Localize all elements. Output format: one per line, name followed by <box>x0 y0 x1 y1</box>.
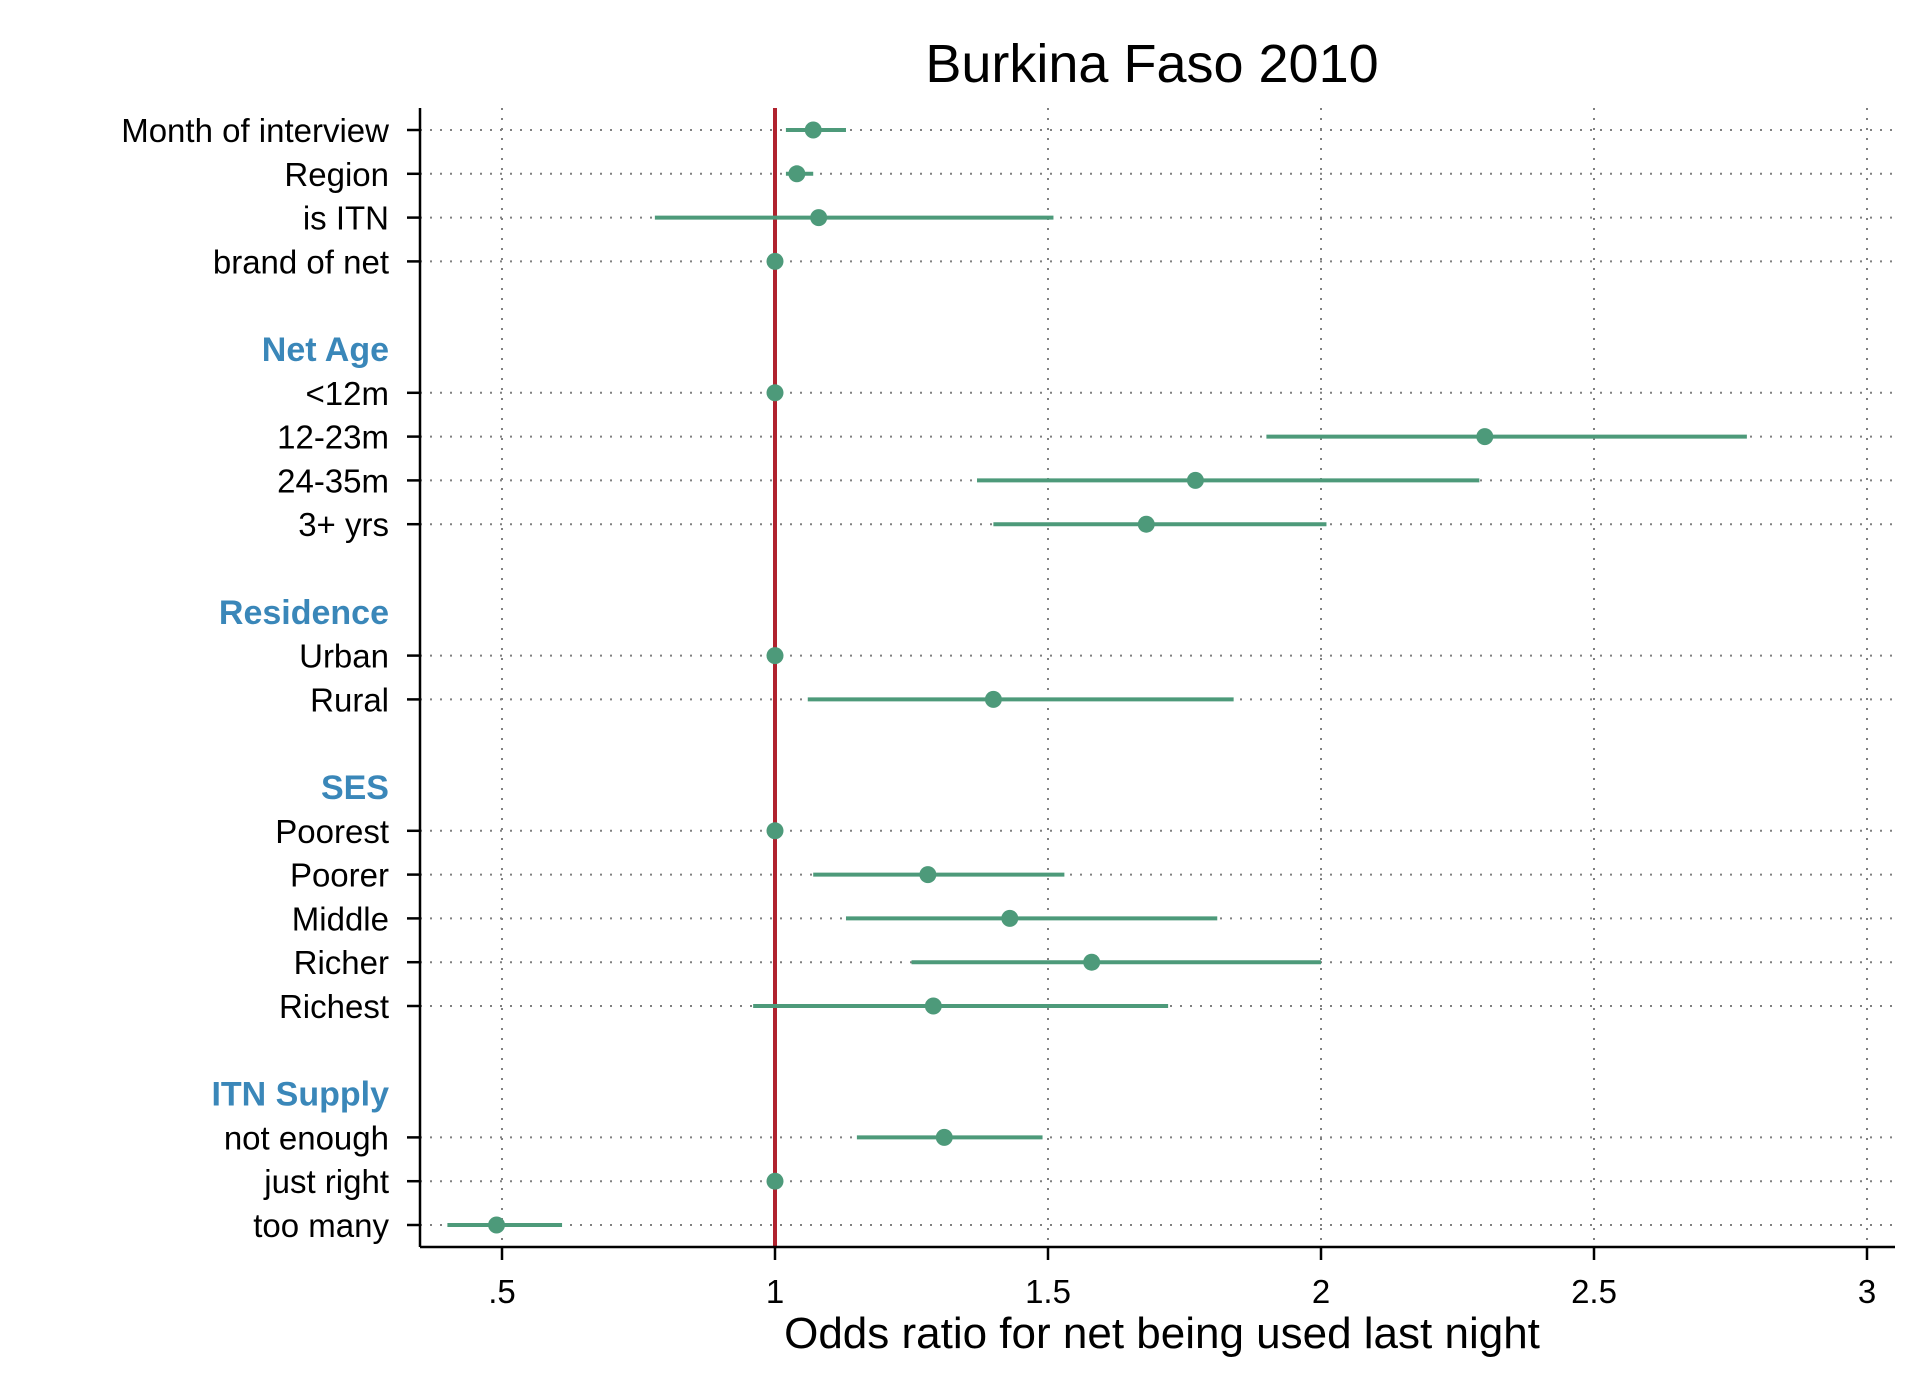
point-estimate-8 <box>1186 471 1204 489</box>
row-label-1: Region <box>284 156 389 193</box>
row-label-7: 12-23m <box>277 419 389 456</box>
row-label-13: Rural <box>310 681 389 718</box>
estimates-group <box>447 121 1747 1234</box>
row-label-8: 24-35m <box>277 462 389 499</box>
x-tick-label-3: 2 <box>1312 1273 1330 1310</box>
row-label-17: Poorer <box>290 857 389 894</box>
group-heading-5: Net Age <box>262 331 389 369</box>
point-estimate-1 <box>788 165 806 183</box>
point-estimate-16 <box>766 822 784 840</box>
chart-title: Burkina Faso 2010 <box>925 34 1378 94</box>
row-label-24: just right <box>263 1163 389 1200</box>
point-estimate-19 <box>1083 953 1101 971</box>
row-label-12: Urban <box>299 638 389 675</box>
x-tick-label-1: 1 <box>766 1273 784 1310</box>
row-label-20: Richest <box>279 988 389 1025</box>
x-tick-label-2: 1.5 <box>1025 1273 1071 1310</box>
group-heading-15: SES <box>321 769 389 807</box>
row-label-19: Richer <box>294 944 389 981</box>
row-label-18: Middle <box>292 900 389 937</box>
point-estimate-3 <box>766 252 784 270</box>
grid-lines <box>420 108 1895 1247</box>
point-estimate-24 <box>766 1172 784 1190</box>
point-estimate-0 <box>804 121 822 139</box>
point-estimate-23 <box>935 1128 953 1146</box>
x-tick-label-0: .5 <box>488 1273 516 1310</box>
x-tick-label-4: 2.5 <box>1571 1273 1617 1310</box>
row-label-3: brand of net <box>213 243 389 280</box>
row-label-9: 3+ yrs <box>298 506 389 543</box>
row-labels: Month of interview Region is ITN brand of n… <box>121 112 389 1244</box>
point-estimate-25 <box>488 1216 506 1234</box>
row-label-25: too many <box>253 1207 389 1244</box>
row-label-2: is ITN <box>303 200 389 237</box>
point-estimate-13 <box>984 690 1002 708</box>
point-estimate-7 <box>1476 428 1494 446</box>
x-tick-label-5: 3 <box>1858 1273 1876 1310</box>
point-estimate-6 <box>766 384 784 402</box>
row-label-16: Poorest <box>275 813 389 850</box>
point-estimate-20 <box>924 997 942 1015</box>
point-estimate-18 <box>1001 909 1019 927</box>
point-estimate-9 <box>1137 515 1155 533</box>
group-heading-11: Residence <box>219 594 389 632</box>
point-estimate-17 <box>919 866 937 884</box>
point-estimate-2 <box>810 209 828 227</box>
x-axis-label: Odds ratio for net being used last night <box>784 1309 1540 1358</box>
axes: .5 1 1.5 2 2.5 3 <box>407 108 1895 1310</box>
row-label-6: <12m <box>306 375 389 412</box>
point-estimate-12 <box>766 647 784 665</box>
row-label-23: not enough <box>224 1119 389 1156</box>
row-label-0: Month of interview <box>121 112 389 149</box>
group-heading-22: ITN Supply <box>211 1076 389 1114</box>
